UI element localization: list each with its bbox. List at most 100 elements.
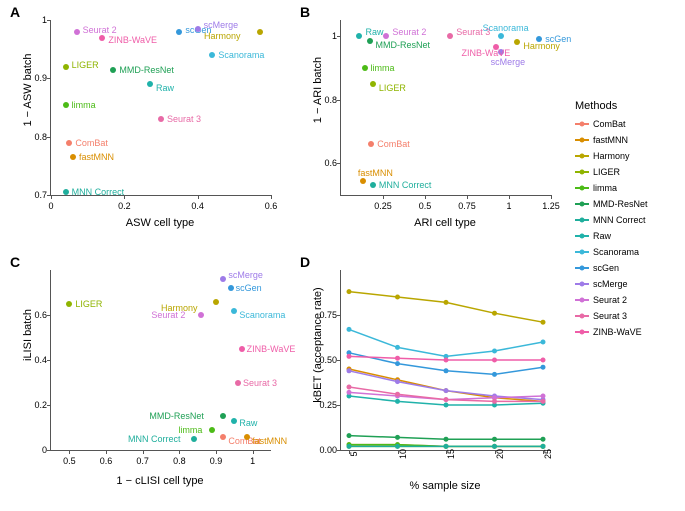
tick-y: 0.4	[34, 355, 51, 365]
panel-D-lines	[341, 270, 551, 450]
point-label-scGen: scGen	[236, 283, 262, 293]
legend-item-scGen: scGen	[575, 260, 680, 276]
point-label-Scanorama: Scanorama	[239, 310, 285, 320]
panel-A-label: A	[10, 4, 20, 20]
tick-y: 0.2	[34, 400, 51, 410]
point-label-MMD-ResNet: MMD-ResNet	[119, 65, 174, 75]
tick-y: 0.00	[319, 445, 341, 455]
legend-item-MMD-ResNet: MMD-ResNet	[575, 196, 680, 212]
point-label-MMD-ResNet: MMD-ResNet	[376, 40, 431, 50]
point-label-Raw: Raw	[365, 27, 383, 37]
line-Scanorama	[349, 329, 543, 356]
point-label-ComBat: ComBat	[75, 138, 108, 148]
legend-swatch	[575, 123, 589, 125]
point-scMerge	[195, 26, 201, 32]
point-scGen	[228, 285, 234, 291]
line-point-Seurat 3	[444, 397, 449, 402]
legend: Methods ComBatfastMNNHarmonyLIGERlimmaMM…	[575, 100, 680, 340]
legend-item-LIGER: LIGER	[575, 164, 680, 180]
legend-item-fastMNN: fastMNN	[575, 132, 680, 148]
point-label-ComBat: ComBat	[377, 139, 410, 149]
point-label-ZINB-WaVE: ZINB-WaVE	[108, 35, 157, 45]
point-Scanorama	[498, 33, 504, 39]
line-point-ZINB-WaVE	[541, 358, 546, 363]
line-point-ZINB-WaVE	[347, 354, 352, 359]
point-Harmony	[213, 299, 219, 305]
point-Seurat 2	[74, 29, 80, 35]
point-ComBat	[368, 141, 374, 147]
line-point-Scanorama	[492, 349, 497, 354]
tick-x: 0.7	[136, 456, 149, 466]
point-MMD-ResNet	[367, 38, 373, 44]
point-label-ZINB-WaVE: ZINB-WaVE	[247, 344, 296, 354]
panel-C-ylabel: iLISI batch	[22, 275, 34, 395]
tick-y: 0.6	[324, 158, 341, 168]
legend-label: Scanorama	[593, 247, 639, 257]
legend-item-limma: limma	[575, 180, 680, 196]
panel-B-plot: 0.250.50.7511.250.60.81ComBatfastMNNHarm…	[340, 20, 551, 196]
panel-D-plot: 5101520250.000.250.500.75	[340, 270, 551, 451]
legend-swatch	[575, 139, 589, 141]
tick-y: 0.6	[34, 310, 51, 320]
point-ComBat	[66, 140, 72, 146]
panel-D-label: D	[300, 254, 310, 270]
panel-B-ylabel: 1 − ARI batch	[312, 20, 324, 160]
point-label-LIGER: LIGER	[75, 299, 102, 309]
legend-label: LIGER	[593, 167, 620, 177]
point-label-scMerge: scMerge	[204, 20, 239, 30]
tick-x: 1	[506, 201, 511, 211]
tick-x: 0.25	[374, 201, 392, 211]
tick-x: 10	[398, 449, 408, 459]
tick-y: 0.7	[34, 190, 51, 200]
line-point-Raw	[395, 399, 400, 404]
tick-y: 0	[42, 445, 51, 455]
point-Scanorama	[231, 308, 237, 314]
legend-label: limma	[593, 183, 617, 193]
legend-item-Seurat 3: Seurat 3	[575, 308, 680, 324]
legend-swatch	[575, 219, 589, 221]
line-point-scGen	[444, 368, 449, 373]
legend-swatch	[575, 283, 589, 285]
panel-B-xlabel: ARI cell type	[340, 217, 550, 229]
legend-swatch	[575, 203, 589, 205]
point-Raw	[147, 81, 153, 87]
line-point-Scanorama	[347, 327, 352, 332]
tick-x: 1.25	[542, 201, 560, 211]
tick-x: 0.8	[173, 456, 186, 466]
legend-item-scMerge: scMerge	[575, 276, 680, 292]
point-MNN Correct	[370, 182, 376, 188]
point-MMD-ResNet	[110, 67, 116, 73]
tick-x: 0.9	[210, 456, 223, 466]
point-scGen	[536, 36, 542, 42]
legend-label: Seurat 2	[593, 295, 627, 305]
tick-y: 1	[332, 31, 341, 41]
panel-C: C 0.50.60.70.80.9100.20.40.6ComBatfastMN…	[10, 250, 290, 500]
legend-item-ComBat: ComBat	[575, 116, 680, 132]
legend-item-Seurat 2: Seurat 2	[575, 292, 680, 308]
point-Seurat 3	[235, 380, 241, 386]
tick-x: 0.6	[100, 456, 113, 466]
tick-x: 1	[250, 456, 255, 466]
legend-item-Raw: Raw	[575, 228, 680, 244]
line-point-Scanorama	[395, 345, 400, 350]
line-point-Scanorama	[541, 340, 546, 345]
point-Seurat 3	[447, 33, 453, 39]
legend-swatch	[575, 235, 589, 237]
point-LIGER	[66, 301, 72, 307]
point-label-MMD-ResNet: MMD-ResNet	[149, 411, 204, 421]
point-limma	[209, 427, 215, 433]
legend-swatch	[575, 171, 589, 173]
legend-label: scMerge	[593, 279, 628, 289]
point-label-scMerge: scMerge	[491, 57, 526, 67]
panel-A-plot: 00.20.40.60.70.80.91ComBatfastMNNHarmony…	[50, 20, 271, 196]
point-fastMNN	[70, 154, 76, 160]
legend-swatch	[575, 299, 589, 301]
line-point-Raw	[444, 403, 449, 408]
line-point-ZINB-WaVE	[395, 356, 400, 361]
line-point-Seurat 3	[492, 399, 497, 404]
panel-A-xlabel: ASW cell type	[50, 217, 270, 229]
panel-A-ylabel: 1 − ASW batch	[22, 20, 34, 160]
panel-C-xlabel: 1 − cLISI cell type	[50, 475, 270, 487]
line-point-scGen	[395, 361, 400, 366]
line-point-scGen	[541, 365, 546, 370]
